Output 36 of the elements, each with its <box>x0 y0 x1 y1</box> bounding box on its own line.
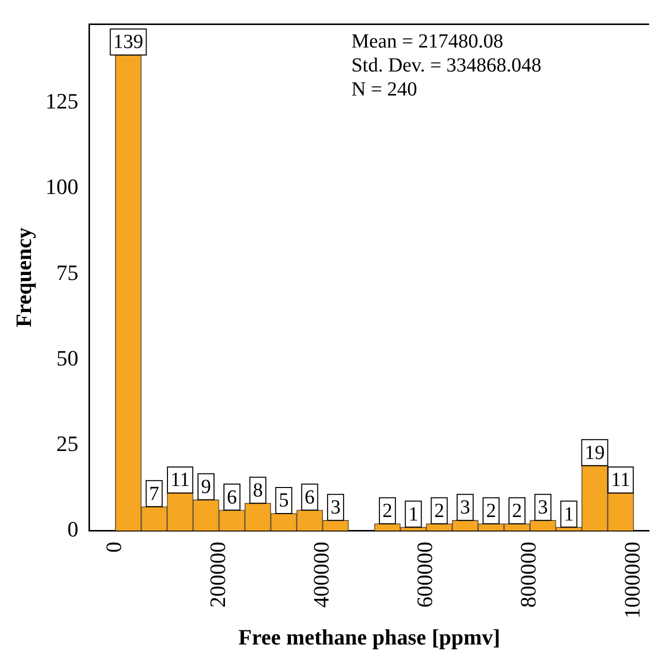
data-label: 3 <box>330 496 341 519</box>
y-axis-title: Frequency <box>10 227 36 328</box>
y-tick-label: 25 <box>56 430 78 456</box>
x-tick-label: 400000 <box>308 542 334 608</box>
x-axis-title: Free methane phase [ppmv] <box>238 624 500 650</box>
data-label: 3 <box>460 496 470 519</box>
x-tick-label: 600000 <box>412 542 438 608</box>
y-tick-label: 75 <box>56 260 78 285</box>
x-tick-label: 0 <box>101 542 126 553</box>
annotation: Std. Dev. = 334868.048 <box>351 54 542 76</box>
data-label: 2 <box>486 500 496 522</box>
y-tick-label: 0 <box>67 516 78 542</box>
data-label: 1 <box>564 503 574 526</box>
x-tick-label: 200000 <box>204 542 230 608</box>
data-label: 5 <box>278 490 289 512</box>
data-label: 2 <box>434 500 444 522</box>
y-tick-label: 100 <box>45 174 78 200</box>
x-tick-label: 800000 <box>516 542 541 608</box>
data-label: 2 <box>512 500 522 522</box>
data-label: 11 <box>170 469 190 492</box>
data-label: 139 <box>113 31 144 54</box>
data-label: 7 <box>149 482 160 505</box>
y-tick-label: 50 <box>56 345 78 370</box>
data-label: 8 <box>252 479 263 502</box>
x-tick-label: 1000000 <box>619 542 644 619</box>
data-label: 3 <box>538 496 548 519</box>
data-label: 9 <box>201 476 212 498</box>
data-label: 11 <box>611 469 630 492</box>
data-label: 1 <box>408 503 418 526</box>
y-tick-label: 125 <box>45 88 78 114</box>
data-label: 2 <box>382 500 392 522</box>
annotation: Mean = 217480.08 <box>351 30 504 52</box>
data-label: 6 <box>304 486 315 508</box>
data-label: 6 <box>226 486 237 508</box>
annotation: N = 240 <box>351 78 418 100</box>
data-label: 19 <box>584 442 605 464</box>
